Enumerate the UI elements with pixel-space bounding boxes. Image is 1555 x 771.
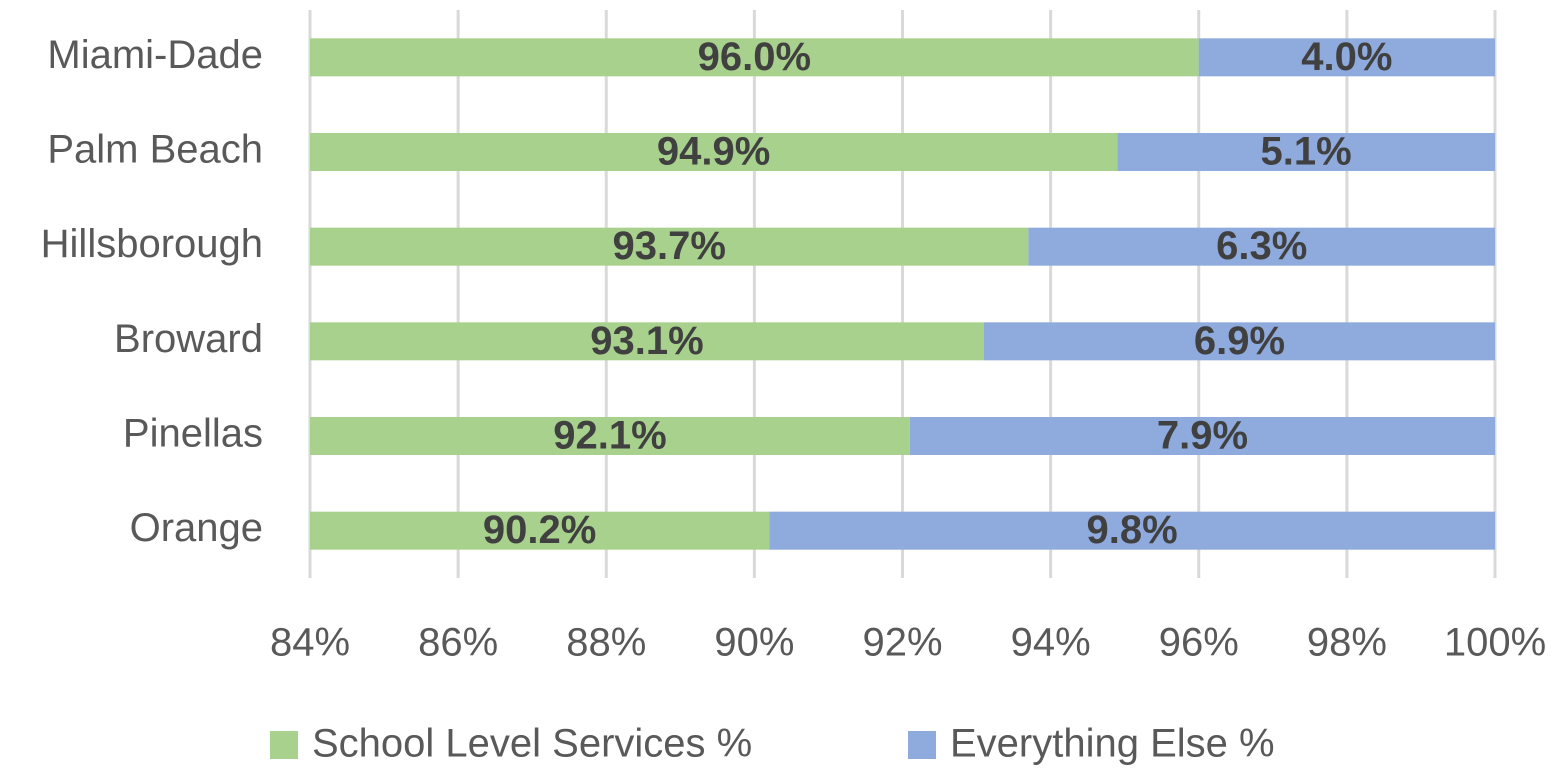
data-label: 93.1%: [590, 319, 703, 363]
category-label: Palm Beach: [47, 128, 263, 172]
data-label: 5.1%: [1261, 130, 1352, 174]
bar-segment: [769, 511, 1495, 550]
category-label: Hillsborough: [41, 222, 263, 266]
legend-swatch: [908, 731, 936, 759]
x-tick-label: 84%: [270, 621, 350, 665]
data-label: 92.1%: [553, 414, 666, 458]
bar-segment: [909, 417, 1495, 455]
legend-label: School Level Services %: [312, 722, 752, 766]
data-label: 6.3%: [1216, 224, 1307, 268]
data-label: 6.9%: [1194, 319, 1285, 363]
bar-segment: [310, 417, 910, 455]
x-tick-label: 94%: [1011, 621, 1091, 665]
data-label: 4.0%: [1301, 35, 1392, 79]
x-tick-label: 92%: [862, 621, 942, 665]
x-tick-label: 96%: [1159, 621, 1239, 665]
bar-segment: [310, 227, 1029, 266]
data-label: 96.0%: [698, 35, 811, 79]
bar-segment: [1117, 133, 1495, 171]
legend-swatch: [270, 731, 298, 759]
data-label: 90.2%: [483, 508, 596, 552]
category-label: Orange: [130, 506, 263, 550]
x-tick-label: 90%: [714, 621, 794, 665]
bar-segment: [310, 322, 984, 361]
category-label: Pinellas: [123, 412, 263, 456]
legend-label: Everything Else %: [950, 722, 1275, 766]
data-label: 7.9%: [1157, 414, 1248, 458]
x-tick-label: 98%: [1307, 621, 1387, 665]
data-label: 94.9%: [657, 130, 770, 174]
x-tick-label: 100%: [1444, 621, 1546, 665]
data-label: 9.8%: [1087, 508, 1178, 552]
bar-segment: [310, 38, 1199, 77]
category-label: Miami-Dade: [47, 33, 263, 77]
bar-segment: [310, 133, 1118, 171]
x-tick-label: 88%: [566, 621, 646, 665]
category-label: Broward: [114, 317, 263, 361]
bar-segment: [1028, 227, 1495, 266]
x-tick-label: 86%: [418, 621, 498, 665]
data-label: 93.7%: [612, 224, 725, 268]
bar-segment: [310, 511, 770, 550]
bar-segment: [1198, 38, 1495, 77]
bar-segment: [983, 322, 1495, 361]
